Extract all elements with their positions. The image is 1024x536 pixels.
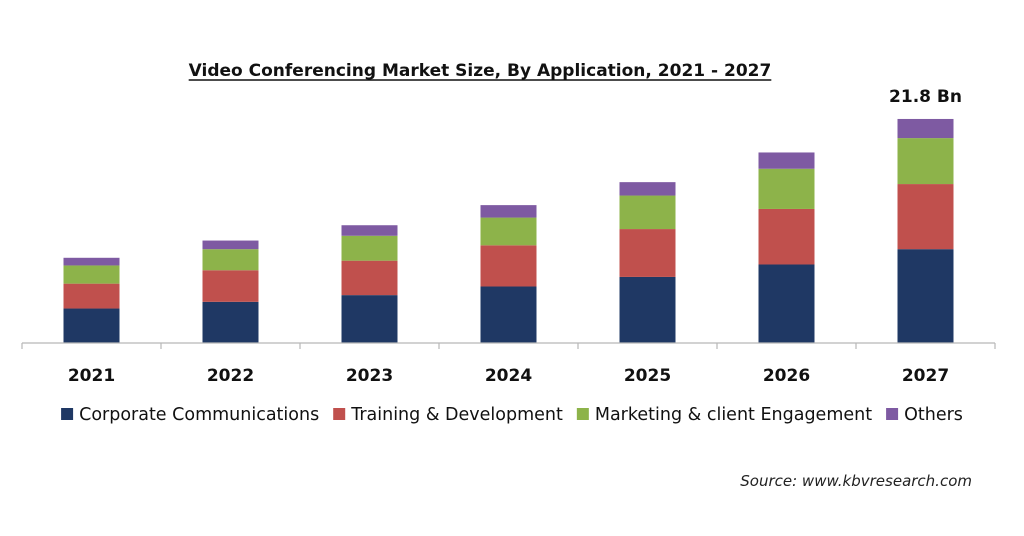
bar-segment bbox=[341, 260, 398, 296]
legend-swatch bbox=[61, 408, 74, 420]
bar-segment bbox=[480, 217, 537, 246]
bar-segment bbox=[480, 205, 537, 218]
total-annotation: 21.8 Bn bbox=[889, 87, 962, 107]
bar-segment bbox=[480, 286, 537, 343]
bar-segment bbox=[758, 168, 815, 209]
bar-segment bbox=[897, 118, 954, 139]
x-axis-ticks bbox=[21, 343, 996, 349]
bar-segment bbox=[63, 265, 120, 284]
bar-segment bbox=[63, 283, 120, 309]
bar-segment bbox=[480, 245, 537, 287]
x-tick-label: 2023 bbox=[346, 366, 393, 386]
source-note: Source: www.kbvresearch.com bbox=[740, 472, 972, 490]
bar-segment bbox=[758, 208, 815, 265]
x-tick-label: 2025 bbox=[624, 366, 671, 386]
x-tick-label: 2022 bbox=[207, 366, 254, 386]
bar-segment bbox=[619, 276, 676, 343]
legend-label: Others bbox=[904, 405, 963, 425]
legend-swatch bbox=[576, 408, 589, 420]
x-tick-label: 2027 bbox=[902, 366, 949, 386]
legend-item: Corporate Communications bbox=[61, 405, 319, 425]
legend-label: Corporate Communications bbox=[79, 405, 319, 425]
legend-swatch bbox=[333, 408, 346, 420]
bar-segment bbox=[619, 182, 676, 196]
x-tick-label: 2024 bbox=[485, 366, 532, 386]
bar-segment bbox=[758, 152, 815, 169]
bar-segment bbox=[619, 229, 676, 277]
legend-label: Marketing & client Engagement bbox=[595, 405, 872, 425]
legend: Corporate Communications Training & Devel… bbox=[61, 405, 963, 425]
x-tick-label: 2021 bbox=[68, 366, 115, 386]
bar-segment bbox=[341, 235, 398, 261]
legend-swatch bbox=[886, 408, 899, 420]
x-axis-labels: 2021 2022 2023 2024 2025 2026 2027 bbox=[68, 366, 949, 386]
chart-title: Video Conferencing Market Size, By Appli… bbox=[189, 61, 772, 81]
x-tick-label: 2026 bbox=[763, 366, 810, 386]
bar-segment bbox=[202, 240, 259, 250]
bar-segment bbox=[619, 195, 676, 230]
legend-label: Training & Development bbox=[350, 405, 563, 425]
legend-item: Training & Development bbox=[333, 405, 563, 425]
bar-segment bbox=[897, 184, 954, 250]
bar-segment bbox=[341, 295, 398, 343]
bar-segment bbox=[897, 138, 954, 185]
legend-item: Others bbox=[886, 405, 963, 425]
bar-segment bbox=[202, 249, 259, 271]
bars-group bbox=[63, 118, 954, 343]
bar-segment bbox=[758, 264, 815, 343]
legend-item: Marketing & client Engagement bbox=[576, 405, 872, 425]
bar-segment bbox=[202, 301, 259, 343]
bar-segment bbox=[63, 257, 120, 266]
bar-segment bbox=[202, 270, 259, 302]
bar-segment bbox=[341, 225, 398, 236]
bar-segment bbox=[63, 308, 120, 343]
bar-segment bbox=[897, 249, 954, 343]
